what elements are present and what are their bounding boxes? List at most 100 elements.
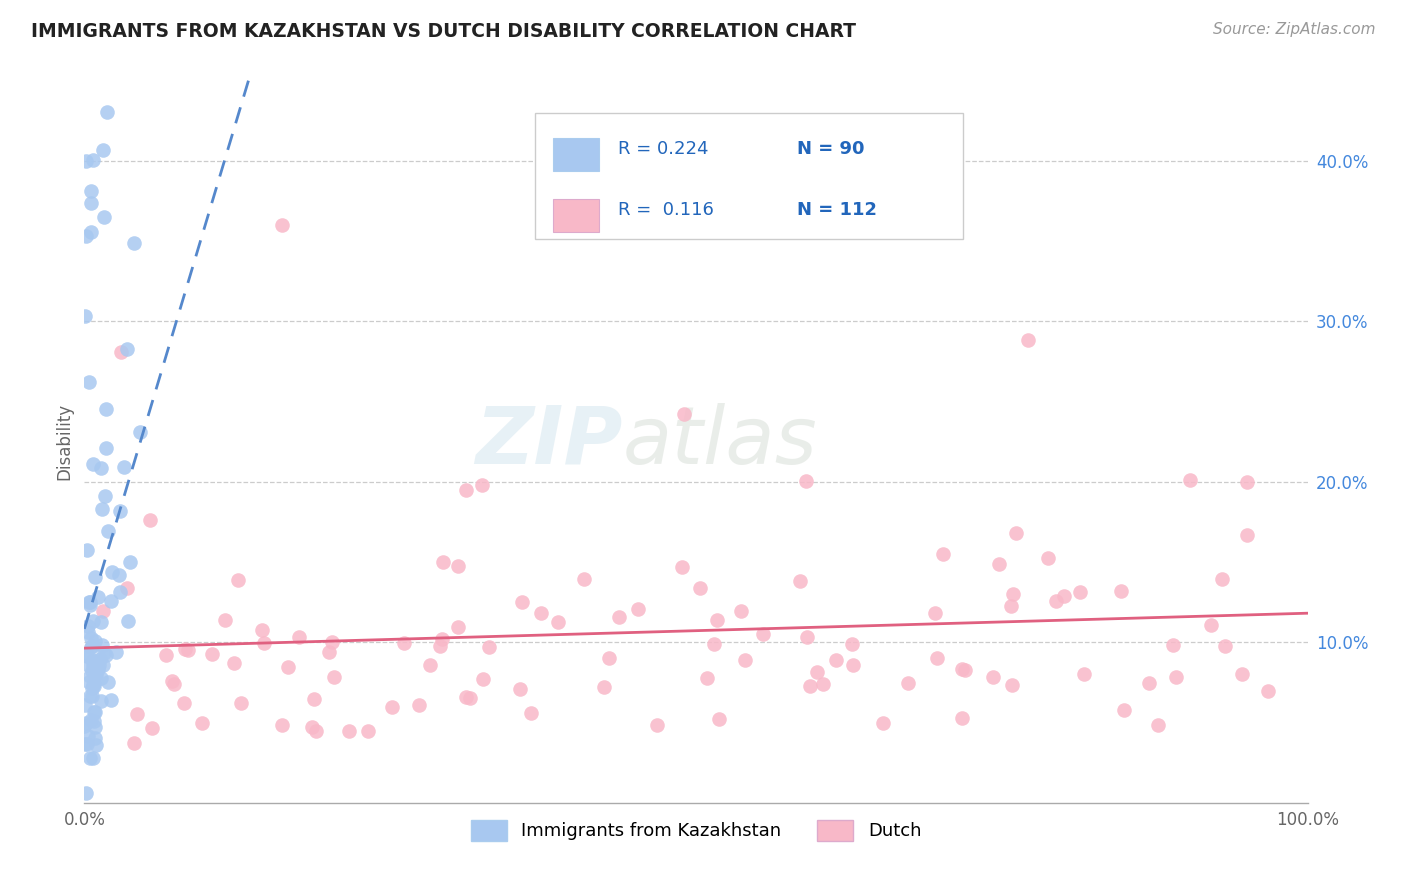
Point xyxy=(89,658,111,673)
Point xyxy=(1211,573,1233,587)
Point xyxy=(593,680,616,694)
Text: Source: ZipAtlas.com: Source: ZipAtlas.com xyxy=(1212,22,1375,37)
Point xyxy=(83,714,105,728)
Point xyxy=(86,662,108,676)
Point xyxy=(408,698,430,712)
Point xyxy=(471,477,494,491)
Point xyxy=(1017,333,1039,347)
Point xyxy=(1137,675,1160,690)
Point xyxy=(115,342,138,356)
Point xyxy=(1180,473,1202,487)
Point xyxy=(288,630,311,644)
Point xyxy=(108,584,131,599)
Point xyxy=(811,676,834,690)
Point xyxy=(77,624,100,639)
Point xyxy=(83,676,105,690)
Point xyxy=(86,658,108,673)
Point xyxy=(302,692,325,706)
Point xyxy=(108,503,131,517)
Point xyxy=(1257,684,1279,698)
Point xyxy=(671,559,693,574)
Point xyxy=(1109,583,1132,598)
Point xyxy=(97,675,120,690)
Point xyxy=(155,648,177,663)
Point xyxy=(84,731,107,745)
Text: R = 0.224: R = 0.224 xyxy=(617,140,709,158)
Point xyxy=(454,483,477,497)
Point xyxy=(90,671,112,685)
Point xyxy=(1163,638,1185,652)
Point xyxy=(77,619,100,633)
Point xyxy=(101,566,124,580)
Point xyxy=(84,738,107,752)
Point xyxy=(100,594,122,608)
Point xyxy=(84,633,107,648)
Point xyxy=(82,657,104,672)
Point xyxy=(1038,551,1060,566)
Point xyxy=(689,581,711,595)
Point xyxy=(318,645,340,659)
Point xyxy=(953,663,976,677)
Point xyxy=(932,547,955,561)
Point xyxy=(201,648,224,662)
Point xyxy=(79,689,101,703)
Point xyxy=(122,236,145,251)
Text: IMMIGRANTS FROM KAZAKHSTAN VS DUTCH DISABILITY CORRELATION CHART: IMMIGRANTS FROM KAZAKHSTAN VS DUTCH DISA… xyxy=(31,22,856,41)
Point xyxy=(447,620,470,634)
Point xyxy=(924,607,946,621)
Point xyxy=(84,667,107,681)
Point xyxy=(100,693,122,707)
Point xyxy=(270,218,292,232)
Point xyxy=(446,558,468,573)
Point xyxy=(90,694,112,708)
Point xyxy=(139,513,162,527)
Point xyxy=(80,196,103,211)
Point xyxy=(301,720,323,734)
Point xyxy=(83,679,105,693)
Point xyxy=(82,664,104,678)
Point xyxy=(75,698,97,712)
Point xyxy=(82,681,104,695)
Point xyxy=(231,696,253,710)
Point xyxy=(83,675,105,690)
Point xyxy=(89,652,111,666)
Text: N = 112: N = 112 xyxy=(797,202,877,219)
Point xyxy=(79,595,101,609)
Point xyxy=(122,736,145,750)
Point xyxy=(598,651,620,665)
Point xyxy=(214,614,236,628)
Point xyxy=(94,648,117,662)
Point xyxy=(337,724,360,739)
Point xyxy=(1045,593,1067,607)
Point xyxy=(1073,667,1095,681)
Point xyxy=(82,678,104,692)
Point xyxy=(305,724,328,739)
Point xyxy=(83,705,105,719)
Text: R =  0.116: R = 0.116 xyxy=(617,202,714,219)
Point xyxy=(83,668,105,682)
Point xyxy=(110,344,132,359)
Point xyxy=(988,557,1011,571)
Point xyxy=(1069,585,1091,599)
Point xyxy=(93,211,115,225)
Point xyxy=(82,653,104,667)
Point xyxy=(75,153,97,168)
Point xyxy=(751,627,773,641)
Point xyxy=(478,640,501,654)
Point xyxy=(1164,670,1187,684)
Point xyxy=(1201,618,1223,632)
Point xyxy=(73,737,96,751)
Point xyxy=(222,656,245,670)
Point xyxy=(82,750,104,764)
Point xyxy=(75,716,97,731)
Point xyxy=(90,638,112,652)
Point xyxy=(520,706,543,720)
Point xyxy=(456,690,478,705)
Point xyxy=(77,595,100,609)
Point xyxy=(730,604,752,618)
Text: N = 90: N = 90 xyxy=(797,140,865,158)
Point xyxy=(950,711,973,725)
Point xyxy=(321,635,343,649)
Text: atlas: atlas xyxy=(623,402,817,481)
Point xyxy=(1147,718,1170,732)
